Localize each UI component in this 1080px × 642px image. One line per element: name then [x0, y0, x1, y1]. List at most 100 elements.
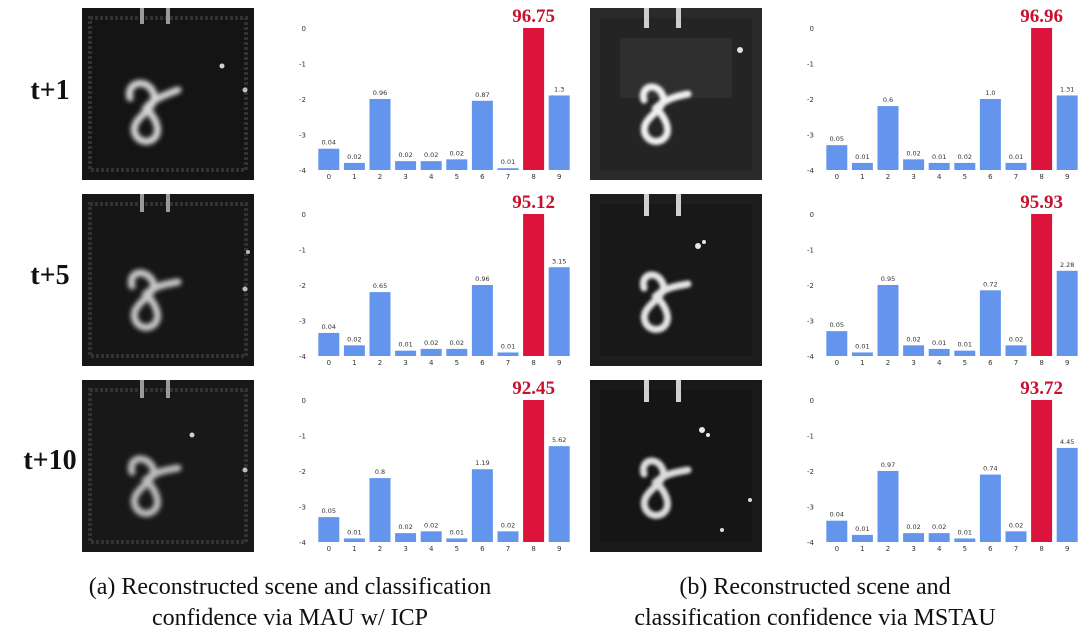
x-tick-label: 5 [963, 545, 967, 553]
reconstructed-scene-a-t10 [82, 380, 254, 552]
bar [1005, 345, 1027, 356]
bar-value-label: 0.01 [1009, 153, 1023, 161]
reconstructed-scene-a-t5 [82, 194, 254, 366]
bar-value-label: 0.01 [958, 341, 972, 349]
x-tick-label: 2 [378, 359, 382, 367]
x-tick-label: 6 [988, 545, 993, 553]
bar-value-label: 0.02 [450, 339, 464, 347]
y-tick-label: -1 [807, 247, 814, 255]
bar [548, 446, 570, 542]
x-tick-label: 1 [352, 173, 356, 181]
bar-value-label: 0.01 [501, 342, 515, 350]
bar [420, 348, 442, 356]
x-tick-label: 7 [506, 359, 510, 367]
x-tick-label: 7 [1014, 545, 1018, 553]
bar-value-label: 0.01 [855, 342, 869, 350]
row-label-t1: t+1 [30, 75, 70, 106]
y-tick-label: -4 [807, 353, 815, 361]
bar [928, 162, 950, 170]
bar-value-label: 0.02 [424, 339, 438, 347]
x-tick-label: 5 [455, 173, 459, 181]
x-tick-label: 8 [531, 359, 535, 367]
x-tick-label: 4 [429, 545, 434, 553]
y-tick-label: -2 [807, 468, 814, 476]
bar-value-label: 0.01 [855, 525, 869, 533]
bar [497, 352, 519, 356]
bar-value-label: 0.65 [373, 282, 387, 290]
bar-highlight [1031, 28, 1053, 170]
caption-a: (a) Reconstructed scene and classificati… [20, 572, 560, 634]
x-tick-label: 8 [1039, 173, 1043, 181]
reconstructed-scene-a-t1 [82, 8, 254, 180]
x-tick-label: 5 [963, 173, 967, 181]
confidence-chart-a-t1: 0 -1 -2 -3 -4 0.04 0 0.02 1 0.96 2 0.02 3 0.02 4 0.02 5 0… [282, 2, 582, 181]
bar-highlight [523, 400, 545, 542]
x-tick-label: 9 [1065, 545, 1069, 553]
bar [318, 517, 340, 542]
caption-b-line1: (b) Reconstructed scene and [679, 574, 951, 600]
x-tick-label: 1 [860, 545, 864, 553]
x-tick-label: 1 [860, 173, 864, 181]
x-tick-label: 7 [506, 545, 510, 553]
x-tick-label: 7 [1014, 173, 1018, 181]
row-label-t5: t+5 [30, 260, 70, 291]
highlight-value-label: 93.72 [1020, 378, 1063, 399]
bar-value-label: 0.05 [322, 507, 336, 515]
bar [369, 478, 391, 542]
reconstructed-scene-b-t1 [590, 8, 762, 180]
bar [395, 161, 417, 170]
bar-value-label: 0.04 [322, 139, 336, 147]
bar-value-label: 0.95 [881, 275, 895, 283]
bar-value-label: 1.3 [554, 85, 564, 93]
bar [826, 145, 848, 170]
bar [1056, 447, 1078, 542]
x-tick-label: 0 [835, 173, 839, 181]
x-tick-label: 4 [937, 545, 942, 553]
y-tick-label: 0 [302, 397, 306, 405]
x-tick-label: 3 [403, 359, 407, 367]
y-tick-label: -3 [807, 132, 814, 140]
bar [1005, 162, 1027, 170]
bar-value-label: 0.01 [501, 158, 515, 166]
y-tick-label: -2 [299, 282, 306, 290]
x-tick-label: 9 [557, 545, 561, 553]
bar-value-label: 0.6 [883, 96, 893, 104]
bar [979, 99, 1001, 170]
bar-value-label: 0.01 [450, 528, 464, 536]
bar-value-label: 1.31 [1060, 85, 1074, 93]
bar-value-label: 0.02 [424, 521, 438, 529]
bar [1056, 270, 1078, 356]
bar [497, 168, 519, 170]
bar-highlight [523, 214, 545, 356]
x-tick-label: 8 [531, 173, 535, 181]
x-tick-label: 1 [352, 359, 356, 367]
bar [954, 538, 976, 542]
highlight-value-label: 95.12 [512, 192, 555, 213]
row-label-t10: t+10 [23, 445, 77, 476]
x-tick-label: 4 [429, 173, 434, 181]
bar [395, 533, 417, 542]
bar-value-label: 2.28 [1060, 261, 1074, 269]
bar [979, 474, 1001, 542]
bar [903, 345, 925, 356]
bar-value-label: 4.45 [1060, 438, 1074, 446]
bar-value-label: 0.01 [855, 153, 869, 161]
bar [877, 106, 899, 170]
caption-b-line2: classification confidence via MSTAU [634, 605, 996, 631]
x-tick-label: 2 [886, 359, 890, 367]
bar [826, 520, 848, 542]
y-tick-label: -3 [807, 318, 814, 326]
y-tick-label: -1 [807, 433, 814, 441]
bar [318, 148, 340, 170]
bar-value-label: 1.19 [475, 459, 489, 467]
x-tick-label: 3 [403, 545, 407, 553]
bar-value-label: 0.02 [501, 521, 515, 529]
reconstructed-scene-b-t5 [590, 194, 762, 366]
x-tick-label: 6 [480, 173, 485, 181]
x-tick-label: 6 [480, 359, 485, 367]
bar [877, 471, 899, 542]
x-tick-label: 9 [557, 359, 561, 367]
x-tick-label: 9 [1065, 173, 1069, 181]
bar-value-label: 0.02 [1009, 335, 1023, 343]
bar-highlight [1031, 214, 1053, 356]
